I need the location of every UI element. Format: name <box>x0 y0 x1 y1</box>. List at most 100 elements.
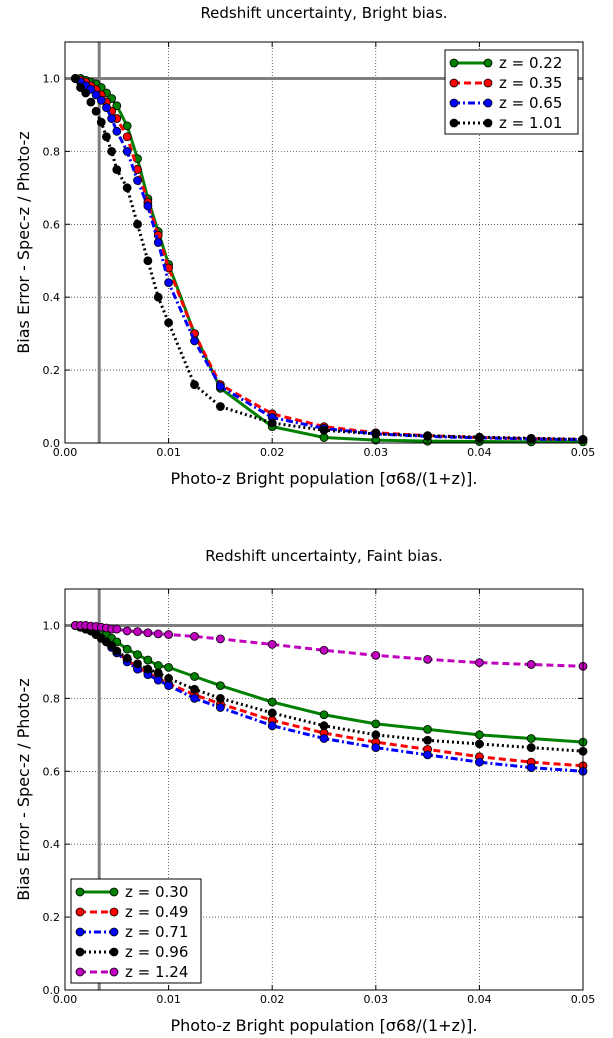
data-point <box>112 101 122 111</box>
x-tick-label: 0.01 <box>156 446 181 459</box>
data-point <box>267 697 277 707</box>
data-point <box>474 739 484 749</box>
data-point <box>122 626 132 636</box>
data-point <box>423 724 433 734</box>
x-tick-label: 0.00 <box>53 446 78 459</box>
data-point <box>133 176 142 185</box>
data-point <box>133 219 142 229</box>
data-point <box>164 630 174 639</box>
data-point <box>153 668 163 678</box>
data-point <box>215 693 225 703</box>
data-point <box>164 673 174 683</box>
series-2 <box>70 621 588 771</box>
data-point <box>81 88 91 98</box>
data-point <box>96 117 106 127</box>
data-point <box>164 318 174 328</box>
data-point <box>474 730 484 740</box>
y-tick-label: 0.4 <box>43 291 61 304</box>
data-point <box>112 624 122 634</box>
y-axis-label: Bias Error - Spec-z / Photo-z <box>14 131 33 353</box>
data-point <box>474 432 484 442</box>
legend-marker <box>109 907 119 917</box>
data-point <box>102 132 111 142</box>
data-point <box>107 146 117 156</box>
legend-marker <box>75 887 85 897</box>
data-point <box>143 201 153 211</box>
data-point <box>122 146 132 156</box>
data-point <box>91 90 101 100</box>
data-point <box>190 693 199 703</box>
x-tick-label: 0.04 <box>467 993 492 1006</box>
series-line <box>75 623 584 744</box>
x-tick-label: 0.04 <box>467 446 492 459</box>
data-point <box>526 660 536 669</box>
data-point <box>190 336 199 346</box>
legend-label: z = 0.35 <box>499 74 562 92</box>
data-point <box>371 650 381 660</box>
data-point <box>423 735 433 745</box>
y-tick-label: 0.6 <box>43 218 61 231</box>
x-axis-label: Photo-z Bright population [σ68/(1+z)]. <box>170 1016 477 1035</box>
series-4 <box>70 74 588 444</box>
data-point <box>190 380 199 390</box>
data-point <box>164 278 174 288</box>
data-point <box>76 83 85 92</box>
data-point <box>319 433 329 442</box>
data-point <box>267 721 277 731</box>
data-point <box>143 628 153 638</box>
data-point <box>526 433 536 443</box>
data-point <box>319 425 329 435</box>
data-point <box>319 710 329 720</box>
legend-marker <box>483 58 493 68</box>
y-tick-label: 0.8 <box>43 692 61 705</box>
legend-marker <box>449 98 459 108</box>
legend-marker <box>449 58 459 68</box>
data-point <box>526 734 536 743</box>
x-axis-label: Photo-z Bright population [σ68/(1+z)]. <box>170 469 477 488</box>
data-point <box>122 183 132 193</box>
data-point <box>371 429 381 439</box>
y-tick-label: 0.8 <box>43 145 61 158</box>
data-point <box>96 95 106 105</box>
data-point <box>423 750 433 760</box>
legend-marker <box>449 118 459 128</box>
legend-marker <box>109 887 119 897</box>
data-point <box>107 114 117 123</box>
data-point <box>267 708 277 718</box>
x-tick-label: 0.00 <box>53 993 78 1006</box>
x-tick-label: 0.03 <box>364 993 389 1006</box>
series-line <box>75 623 584 668</box>
data-point <box>215 402 225 411</box>
y-tick-label: 0.6 <box>43 765 61 778</box>
legend: z = 0.30 z = 0.49 z = 0.71 z = 0.96 z = 1.24 <box>70 878 202 984</box>
data-point <box>215 681 225 691</box>
data-point <box>153 238 163 247</box>
y-tick-label: 0.2 <box>43 364 61 377</box>
data-point <box>153 629 163 639</box>
legend-label: z = 0.71 <box>125 923 188 941</box>
data-point <box>102 103 111 113</box>
data-point <box>91 106 101 116</box>
data-point <box>164 662 174 672</box>
data-point <box>526 743 536 752</box>
y-tick-label: 0.2 <box>43 911 61 924</box>
data-point <box>319 645 329 655</box>
legend: z = 0.22 z = 0.35 z = 0.65 z = 1.01 <box>444 49 579 135</box>
legend-marker <box>483 98 493 108</box>
data-point <box>143 664 153 674</box>
data-point <box>122 653 132 663</box>
data-point <box>371 730 381 740</box>
data-point <box>86 97 96 107</box>
y-tick-label: 0.0 <box>43 437 61 450</box>
legend-marker <box>483 78 493 88</box>
data-point <box>122 121 132 131</box>
data-point <box>371 743 381 752</box>
data-point <box>190 631 199 641</box>
series-line <box>74 624 584 768</box>
legend-label: z = 0.65 <box>499 94 562 112</box>
data-point <box>319 721 329 731</box>
y-tick-label: 1.0 <box>43 619 61 632</box>
data-point <box>112 126 122 136</box>
data-point <box>153 675 163 685</box>
